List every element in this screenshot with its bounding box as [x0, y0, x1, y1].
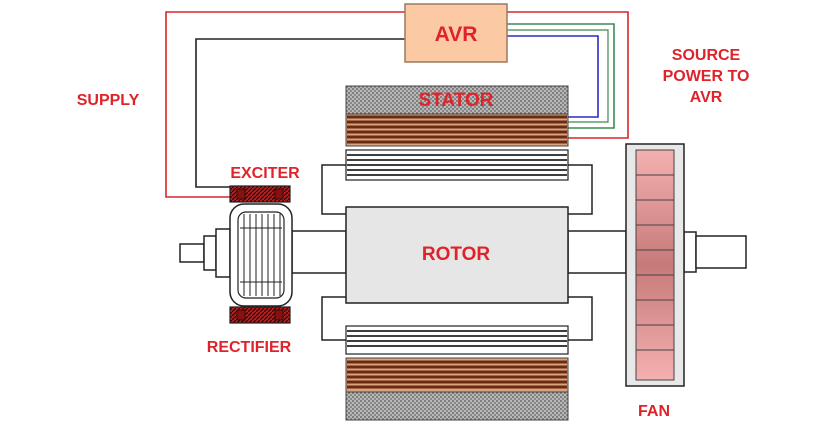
shaft [179, 228, 747, 278]
source-wire-blue [507, 35, 599, 118]
supply-label: SUPPLY [77, 92, 140, 109]
rotor: ROTOR [345, 206, 569, 304]
fan-label: FAN [638, 403, 670, 420]
stator-bottom [345, 325, 569, 421]
exciter-assembly [229, 185, 293, 324]
stator-label: STATOR [419, 90, 494, 111]
source-label-line2: POWER TO [663, 68, 750, 85]
rotor-field-connectors [321, 164, 593, 341]
rotor-label: ROTOR [422, 244, 491, 265]
avr-box: AVR [404, 3, 508, 63]
source-wire-green [507, 23, 615, 129]
supply-wire-dark [195, 38, 405, 188]
fan [625, 143, 685, 387]
exciter-label: EXCITER [230, 165, 300, 182]
source-label-line3: AVR [690, 89, 723, 106]
source-label-line1: SOURCE [672, 47, 741, 64]
source-power-label: SOURCE POWER TO AVR [663, 47, 750, 106]
avr-label: AVR [435, 23, 478, 46]
stator-top: STATOR [345, 85, 569, 181]
wiring [165, 11, 629, 198]
rectifier-label: RECTIFIER [207, 339, 292, 356]
supply-wire-red [165, 11, 405, 198]
source-wire-red [507, 11, 629, 139]
source-wire-green-2 [507, 29, 609, 123]
